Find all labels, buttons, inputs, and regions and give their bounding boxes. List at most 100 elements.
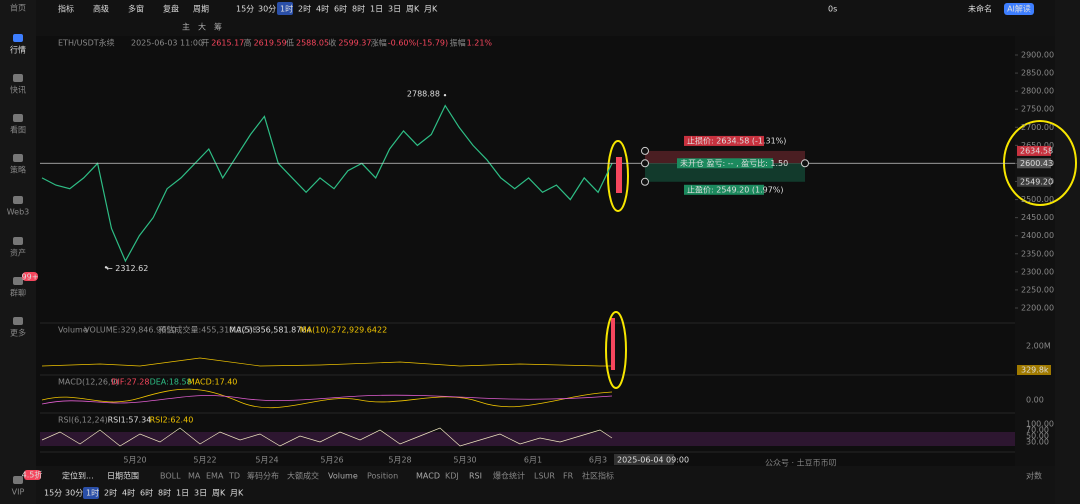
- label[interactable]: AI解读: [1007, 4, 1031, 14]
- label[interactable]: 筹码分布: [247, 471, 279, 481]
- nav-icon[interactable]: [13, 476, 23, 484]
- label[interactable]: MACD: [416, 472, 440, 481]
- label[interactable]: 主: [182, 22, 190, 32]
- label[interactable]: 群聊: [10, 288, 26, 298]
- handle[interactable]: [801, 159, 809, 168]
- label[interactable]: Position: [367, 472, 398, 481]
- label[interactable]: BOLL: [160, 472, 181, 481]
- nav-icon[interactable]: [13, 237, 23, 245]
- nav-icon[interactable]: [13, 74, 23, 82]
- nav-icon[interactable]: [13, 317, 23, 325]
- label[interactable]: EMA: [206, 472, 224, 481]
- label: 2250.00: [1021, 285, 1054, 294]
- label[interactable]: 看图: [10, 126, 26, 135]
- nav-icon[interactable]: [13, 114, 23, 122]
- label[interactable]: 1日: [176, 489, 189, 498]
- label[interactable]: 指标: [58, 4, 74, 14]
- label[interactable]: 2时: [298, 4, 311, 14]
- label: RSI(6,12,24): [58, 416, 108, 425]
- nav-icon[interactable]: [13, 196, 23, 204]
- label: 2400.00: [1021, 231, 1054, 240]
- label[interactable]: TD: [228, 472, 240, 481]
- label[interactable]: 定位到...: [62, 471, 94, 481]
- label[interactable]: RSI: [469, 472, 482, 481]
- label[interactable]: 日期范围: [107, 471, 139, 481]
- label[interactable]: 6时: [140, 488, 153, 498]
- label: -0.60%(-15.79): [388, 39, 448, 48]
- label[interactable]: 周期: [193, 5, 209, 14]
- label: 2788.88: [407, 90, 440, 99]
- label: 2800.00: [1021, 87, 1054, 96]
- label[interactable]: Volume: [328, 472, 358, 481]
- label[interactable]: 1时: [86, 488, 99, 498]
- price-axis: [1015, 36, 1055, 466]
- label[interactable]: 8时: [352, 4, 365, 14]
- tag: [684, 184, 764, 195]
- badge: [22, 272, 38, 281]
- label: 2450.00: [1021, 213, 1054, 222]
- label[interactable]: 4时: [122, 488, 135, 498]
- label[interactable]: 月K: [424, 5, 438, 14]
- label[interactable]: 6时: [334, 4, 347, 14]
- label[interactable]: 大: [198, 22, 206, 32]
- label: 2850.00: [1021, 69, 1054, 78]
- label[interactable]: VIP: [12, 488, 25, 497]
- label[interactable]: 社区指标: [582, 471, 614, 481]
- label[interactable]: 高级: [93, 4, 109, 14]
- label[interactable]: 多窗: [128, 4, 144, 14]
- sidebar: [0, 0, 36, 504]
- handle[interactable]: [641, 146, 649, 155]
- label: 2200.00: [1021, 304, 1054, 313]
- handle[interactable]: [641, 177, 649, 186]
- label[interactable]: 更多: [10, 328, 26, 338]
- label[interactable]: 1时: [280, 4, 293, 14]
- handle[interactable]: [641, 159, 649, 168]
- label[interactable]: 资产: [10, 248, 26, 258]
- label: 止损价: 2634.58 (-1.31%): [687, 135, 786, 145]
- label: 100.00: [1026, 420, 1054, 429]
- label[interactable]: 8时: [158, 488, 171, 498]
- label: 1.21%: [467, 39, 493, 48]
- label[interactable]: 3日: [194, 489, 207, 498]
- label[interactable]: 月K: [230, 489, 244, 498]
- label[interactable]: 15分: [236, 5, 254, 14]
- nav-icon[interactable]: [13, 154, 23, 162]
- label[interactable]: 筹: [214, 22, 222, 32]
- label: 30.00: [1026, 438, 1049, 447]
- label[interactable]: 30分: [258, 5, 276, 14]
- label[interactable]: LSUR: [534, 472, 555, 481]
- label[interactable]: MA: [188, 472, 201, 481]
- rsi-band: [40, 432, 1015, 446]
- macd-line: [41, 388, 613, 409]
- label[interactable]: FR: [563, 472, 574, 481]
- label[interactable]: 首页: [10, 3, 26, 13]
- label[interactable]: 30分: [65, 489, 83, 498]
- label[interactable]: 快讯: [10, 85, 26, 95]
- label: Volume: [58, 326, 88, 335]
- label: 振幅: [450, 38, 466, 48]
- active-period: [277, 2, 293, 15]
- rsi-line: [41, 427, 613, 447]
- label[interactable]: KDJ: [445, 472, 459, 481]
- label[interactable]: 行情: [10, 45, 26, 55]
- label[interactable]: 4时: [316, 4, 329, 14]
- nav-icon[interactable]: [13, 34, 23, 42]
- label: 6月1: [524, 456, 542, 465]
- label[interactable]: 未命名: [968, 4, 992, 14]
- label[interactable]: 大额成交: [287, 471, 319, 481]
- label[interactable]: 15分: [44, 489, 62, 498]
- nav-icon[interactable]: [13, 277, 23, 285]
- label: 2700.00: [1021, 123, 1054, 132]
- label[interactable]: 爆仓统计: [493, 471, 525, 481]
- label[interactable]: 周K: [212, 489, 226, 498]
- watermark: 公众号 · 土豆币币叨: [765, 458, 837, 468]
- label[interactable]: 周K: [406, 5, 420, 14]
- label[interactable]: 3日: [388, 5, 401, 14]
- label[interactable]: 2时: [104, 488, 117, 498]
- label[interactable]: 策略: [10, 165, 26, 175]
- tag: [684, 135, 764, 146]
- label[interactable]: 1日: [370, 5, 383, 14]
- label[interactable]: 复盘: [163, 4, 179, 14]
- label[interactable]: Web3: [7, 208, 30, 217]
